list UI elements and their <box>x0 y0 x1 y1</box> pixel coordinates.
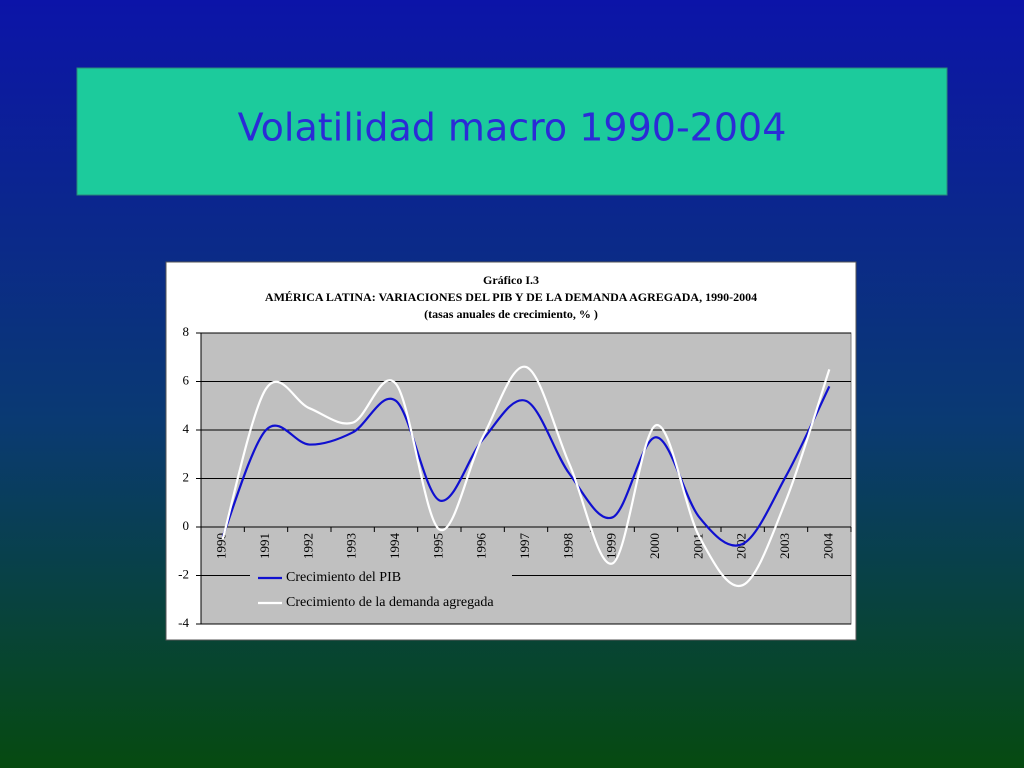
x-tick-label: 1996 <box>474 533 489 560</box>
series-line <box>221 385 831 547</box>
x-tick-label: 2002 <box>734 533 749 559</box>
y-tick-label: 0 <box>183 518 190 533</box>
legend-label: Crecimiento del PIB <box>286 570 401 585</box>
y-tick-label: 8 <box>183 324 190 339</box>
x-tick-label: 1993 <box>344 533 359 559</box>
x-tick-label: 1997 <box>517 533 532 560</box>
chart-subtitle: AMÉRICA LATINA: VARIACIONES DEL PIB Y DE… <box>265 290 757 304</box>
x-tick-label: 1994 <box>387 533 402 560</box>
title-box <box>76 67 948 196</box>
y-tick-label: -4 <box>178 615 189 630</box>
x-tick-label: 1991 <box>257 533 272 559</box>
x-tick-label: 1995 <box>430 533 445 559</box>
x-tick-label: 2004 <box>820 533 835 560</box>
plot: -4 -2 0 2 4 6 8 1990 1991 1992 1993 1994 1995 1996 199… <box>178 324 852 630</box>
y-tick-label: 6 <box>183 372 190 387</box>
legend-label: Crecimiento de la demanda agregada <box>286 595 494 610</box>
y-tick-label: -2 <box>178 566 189 581</box>
x-tick-label: 2003 <box>777 533 792 559</box>
x-tick-label: 1998 <box>560 533 575 559</box>
series-line <box>221 365 831 588</box>
x-tick-label: 1990 <box>214 533 229 559</box>
legend-box <box>250 566 512 614</box>
x-tick-label: 1992 <box>300 533 315 559</box>
x-tick-label: 1999 <box>604 533 619 559</box>
y-tick-label: 2 <box>183 469 190 484</box>
y-tick-label: 4 <box>183 421 190 436</box>
x-tick-label: 2001 <box>690 533 705 559</box>
chart-units: (tasas anuales de crecimiento, % ) <box>424 307 598 321</box>
slide-title: Volatilidad macro 1990-2004 <box>238 106 787 150</box>
chart-title: Gráfico I.3 <box>483 273 539 287</box>
x-tick-label: 2000 <box>647 533 662 559</box>
